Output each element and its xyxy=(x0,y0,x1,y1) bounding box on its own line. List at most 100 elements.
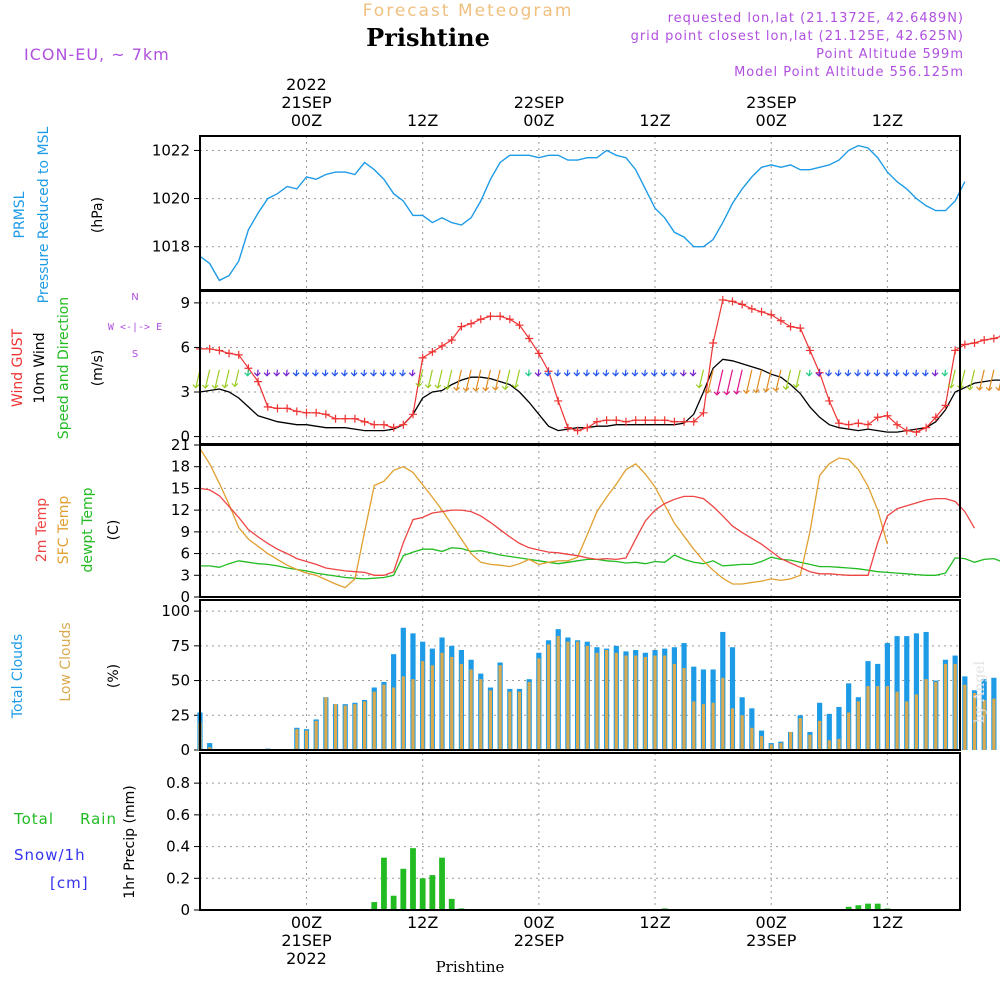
pressure-tick-label: 1020 xyxy=(152,190,190,208)
wind-direction-arrow xyxy=(795,369,801,388)
wind-arrow-head xyxy=(263,372,271,377)
wind-arrow-head xyxy=(704,389,712,394)
gust-marker xyxy=(592,417,601,426)
wind-direction-arrow xyxy=(755,369,763,393)
gust-marker xyxy=(476,315,485,324)
low-clouds-bar xyxy=(605,650,609,750)
wind-arrow-head xyxy=(192,384,200,389)
wind-arrow-head xyxy=(408,372,416,377)
wind-direction-arrow xyxy=(614,369,617,376)
wind-arrow-head xyxy=(554,372,561,377)
wind-direction-arrow xyxy=(437,369,443,389)
low-clouds-bar xyxy=(701,704,706,750)
wind-direction-arrow xyxy=(895,369,898,376)
wind-direction-arrow xyxy=(856,369,859,376)
gust-marker xyxy=(864,420,873,429)
wind-arrow-head xyxy=(491,386,499,391)
low-clouds-bar xyxy=(314,720,318,750)
low-clouds-bar xyxy=(924,679,928,750)
pressure-tick-label: 1022 xyxy=(152,141,190,159)
temp-dewpt-label: dewpt Temp xyxy=(80,487,96,572)
gust-marker xyxy=(418,353,427,362)
wind-direction-arrow xyxy=(285,369,288,376)
wind-arrow-head xyxy=(854,372,861,377)
gust-marker xyxy=(263,402,272,411)
gust-marker xyxy=(505,315,514,324)
temp-tick-label: 6 xyxy=(180,545,190,563)
low-clouds-bar xyxy=(895,691,899,750)
wind-arrow-head xyxy=(966,386,974,391)
gust-marker xyxy=(283,404,292,413)
low-clouds-bar xyxy=(479,679,483,750)
precip-panel: 0 0.2 0.4 0.6 0.8 xyxy=(166,752,961,919)
gust-marker xyxy=(883,411,892,420)
wind-arrow-head xyxy=(931,372,939,377)
precip-snow-label: Snow/1h xyxy=(14,846,86,864)
wind-arrow-head xyxy=(985,386,993,392)
precip-tick-label: 0.4 xyxy=(166,838,190,856)
temp-tick-label: 3 xyxy=(180,566,190,584)
model-label: ICON-EU, ~ 7km xyxy=(24,45,170,64)
wind-direction-arrow xyxy=(682,369,685,376)
wind-arrow-head xyxy=(231,382,239,388)
wind-direction-arrow xyxy=(411,369,414,376)
temp-unit-label: (C) xyxy=(106,520,122,541)
temp-tick-label: 0 xyxy=(180,588,190,606)
wind-arrow-head xyxy=(563,372,571,377)
low-clouds-bar xyxy=(982,700,986,750)
pressure-unit-label: (hPa) xyxy=(90,197,106,233)
wind-direction-arrow xyxy=(465,369,472,392)
rain-bar xyxy=(845,906,852,910)
pressure-tick-label: 1018 xyxy=(152,238,190,256)
top-time-label: 00Z xyxy=(756,111,787,130)
gust-marker xyxy=(312,408,321,417)
low-clouds-bar xyxy=(295,729,299,750)
bottom-time-label: 12Z xyxy=(639,913,670,932)
gust-marker xyxy=(612,416,621,425)
rain-bar xyxy=(419,878,426,910)
low-clouds-bar xyxy=(721,677,725,750)
clouds-tick-label: 0 xyxy=(180,741,190,759)
panel-frame xyxy=(199,444,961,598)
bottom-time-label: 00Z xyxy=(756,913,787,932)
wind-direction-arrow xyxy=(634,369,637,376)
pressure-msl-label: Pressure Reduced to MSL xyxy=(36,126,52,303)
rain-bar xyxy=(865,903,871,910)
low-clouds-bar xyxy=(750,727,754,750)
low-clouds-bar xyxy=(856,701,860,750)
wind-arrow-head xyxy=(883,372,891,377)
low-clouds-bar xyxy=(876,686,880,750)
low-clouds-bar xyxy=(711,702,715,750)
low-clouds-bar xyxy=(488,690,493,750)
wind-direction-arrow xyxy=(765,369,772,392)
wind-direction-arrow xyxy=(343,369,346,376)
rain-bar xyxy=(400,868,407,910)
gust-marker xyxy=(399,420,408,429)
rain-bar xyxy=(448,898,455,910)
wind-arrow-head xyxy=(825,372,832,377)
rain-bar xyxy=(439,857,445,910)
low-clouds-bar xyxy=(759,736,764,750)
gust-marker xyxy=(525,334,534,343)
low-clouds-bar xyxy=(624,655,628,750)
low-clouds-bar xyxy=(585,645,589,750)
gust-marker xyxy=(438,341,447,350)
wind-gust-label: Wind GUST xyxy=(10,328,26,407)
wind-arrow-head xyxy=(592,372,600,377)
gust-marker xyxy=(931,413,940,422)
wind-direction-arrow xyxy=(234,369,240,387)
temperature-labels: 2m Temp SFC Temp dewpt Temp (C) xyxy=(34,487,122,572)
wind-direction-arrow xyxy=(295,369,298,376)
wind-labels: Wind GUST 10m Wind Speed and Direction (… xyxy=(10,292,162,439)
wind-arrow-head xyxy=(453,386,461,392)
wind-direction-arrow xyxy=(959,369,966,389)
wind-direction-arrow xyxy=(372,369,375,376)
wind-arrow-head xyxy=(723,391,731,396)
wind-direction-arrow xyxy=(446,369,453,390)
wind-arrow-head xyxy=(679,372,687,377)
wind-direction-arrow xyxy=(224,369,230,388)
low-clouds-bar xyxy=(450,656,454,750)
top-time-label: 22SEP xyxy=(514,93,565,112)
gust-marker xyxy=(834,419,843,428)
